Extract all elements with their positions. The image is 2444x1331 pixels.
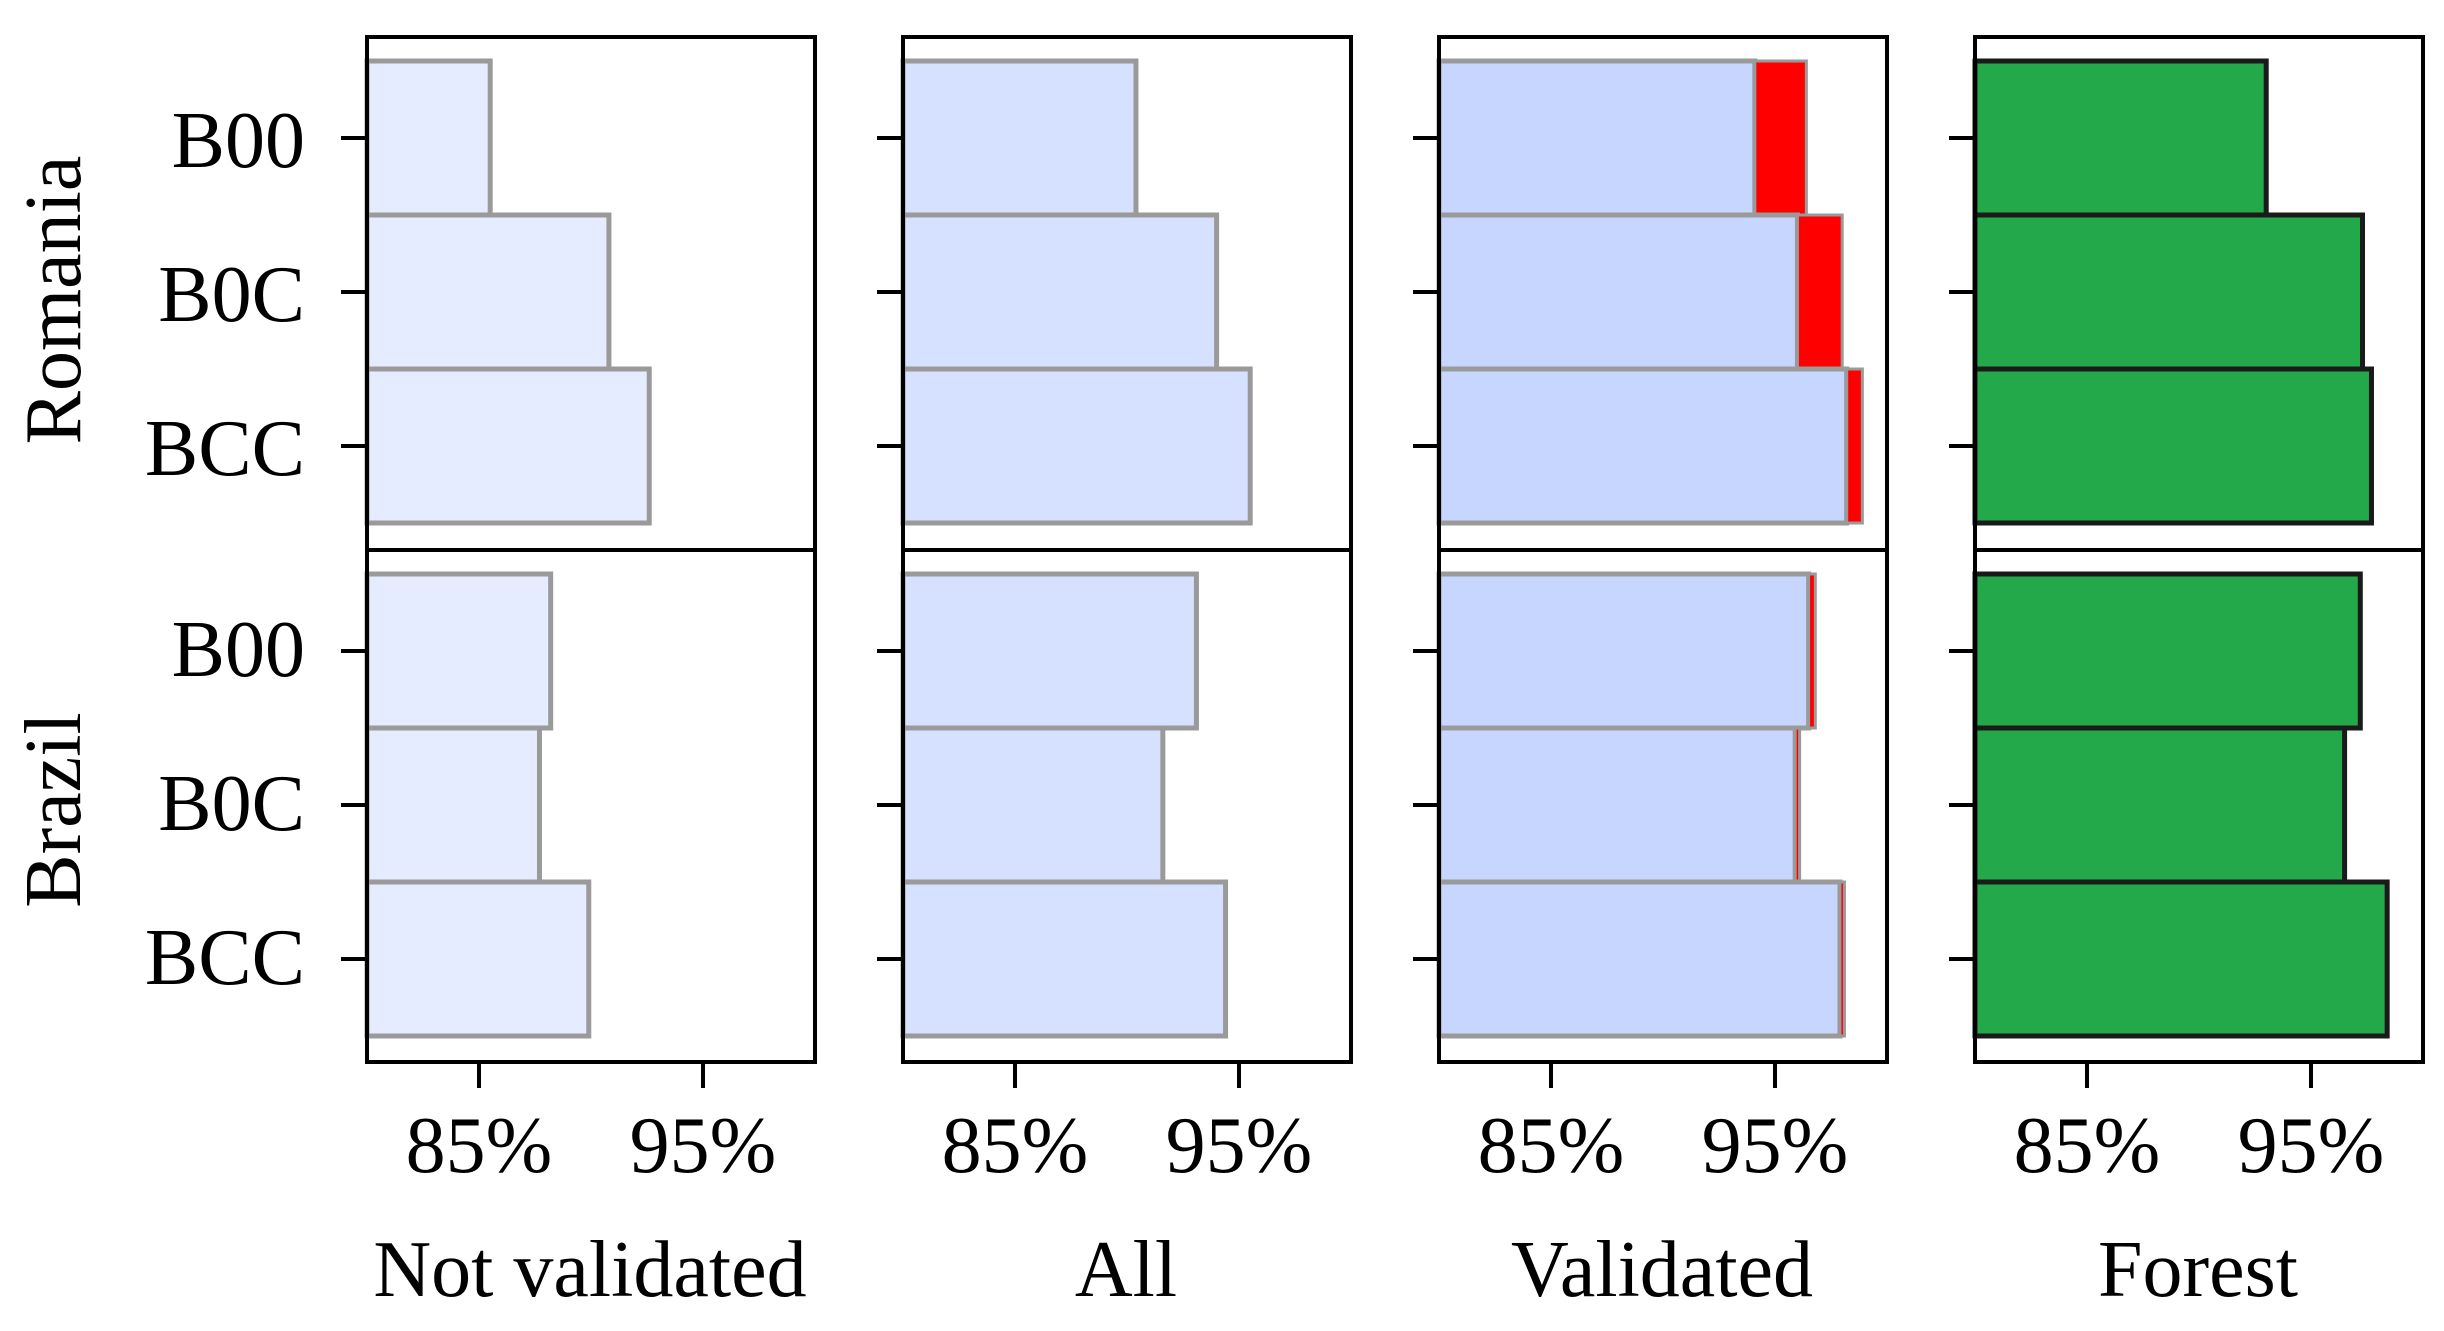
bar-not_validated-romania-b0c	[364, 212, 612, 372]
bar-validated-romania-b00	[1436, 58, 1758, 218]
x-tick-label: 85%	[2014, 1102, 2161, 1190]
panel-title-all: All	[1075, 1226, 1177, 1314]
category-label: B0C	[158, 251, 305, 339]
bar-forest-romania-b00	[1972, 58, 2269, 218]
bar-not_validated-brazil-b0c	[364, 725, 542, 885]
category-label: B00	[172, 97, 305, 185]
row-label-brazil: Brazil	[10, 712, 98, 907]
x-tick-label: 85%	[406, 1102, 553, 1190]
bar-not_validated-brazil-bcc	[364, 879, 592, 1039]
category-label: BCC	[145, 914, 305, 1002]
bar-all-romania-b0c	[900, 212, 1220, 372]
bar-all-romania-bcc	[900, 366, 1253, 526]
gain-bar-romania-b0c	[1795, 213, 1844, 371]
bar-not_validated-romania-b00	[364, 58, 493, 218]
x-tick-label: 85%	[942, 1102, 1089, 1190]
panel-title-not-validated: Not validated	[373, 1226, 806, 1314]
bar-all-brazil-bcc	[900, 879, 1229, 1039]
bar-all-brazil-b0c	[900, 725, 1166, 885]
bar-not_validated-romania-bcc	[364, 366, 652, 526]
x-tick-label: 95%	[1702, 1102, 1849, 1190]
gain-bar-romania-b00	[1753, 59, 1808, 217]
bar-validated-romania-bcc	[1436, 366, 1850, 526]
bar-forest-romania-bcc	[1972, 366, 2374, 526]
plot-layer: 85% 95% 85% 95% 85% 95% 85% 95%	[341, 35, 2425, 1190]
bar-forest-romania-b0c	[1972, 212, 2366, 372]
gain-bar-brazil-b00	[1807, 572, 1817, 730]
x-tick-label: 95%	[630, 1102, 777, 1190]
bar-forest-brazil-b00	[1972, 571, 2363, 731]
bar-validated-brazil-bcc	[1436, 879, 1843, 1039]
bar-all-brazil-b00	[900, 571, 1199, 731]
panel-title-validated: Validated	[1511, 1226, 1813, 1314]
x-tick-label: 85%	[1478, 1102, 1625, 1190]
category-label: B0C	[158, 760, 305, 848]
bar-all-romania-b00	[900, 58, 1139, 218]
bar-forest-brazil-b0c	[1972, 725, 2348, 885]
gain-bar-brazil-b0c	[1793, 726, 1802, 884]
category-label: B00	[172, 606, 305, 694]
bar-validated-brazil-b0c	[1436, 725, 1798, 885]
panel-title-forest: Forest	[2098, 1226, 2298, 1314]
row-label-romania: Romania	[10, 156, 98, 445]
gain-bar-brazil-bcc	[1838, 880, 1846, 1038]
category-label: BCC	[145, 405, 305, 493]
bar-validated-brazil-b00	[1436, 571, 1812, 731]
bar-forest-brazil-bcc	[1972, 879, 2390, 1039]
gain-bar-romania-bcc	[1845, 367, 1864, 525]
x-tick-label: 95%	[1166, 1102, 1313, 1190]
bar-validated-romania-b0c	[1436, 212, 1800, 372]
x-tick-label: 95%	[2238, 1102, 2385, 1190]
bar-not_validated-brazil-b00	[364, 571, 554, 731]
